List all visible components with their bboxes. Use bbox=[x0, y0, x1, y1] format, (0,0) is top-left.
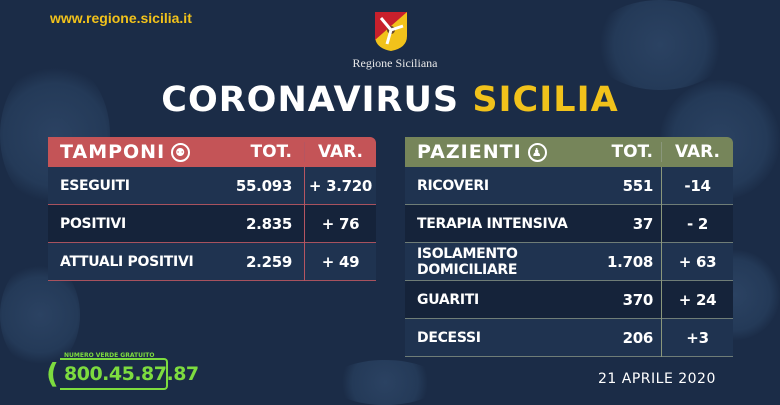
number-frame bbox=[60, 358, 168, 390]
row-label: GUARITI bbox=[417, 291, 479, 308]
virus-decoration bbox=[330, 360, 440, 405]
virus-decoration bbox=[590, 0, 730, 90]
table-row: ATTUALI POSITIVI 2.259 + 49 bbox=[48, 242, 376, 281]
table-row: POSITIVI 2.835 + 76 bbox=[48, 204, 376, 243]
tamponi-table: TAMPONI ⚉ TOT. VAR. ESEGUITI 55.093 + 3.720… bbox=[48, 137, 376, 281]
title-sicilia: SICILIA bbox=[472, 80, 619, 120]
table-row: DECESSI 206 +3 bbox=[405, 318, 733, 357]
tot-header: TOT. bbox=[611, 142, 653, 162]
row-label: ESEGUITI bbox=[60, 177, 130, 194]
table-row: ISOLAMENTO DOMICILIARE 1.708 + 63 bbox=[405, 242, 733, 281]
row-var: +3 bbox=[661, 318, 733, 357]
report-date: 21 APRILE 2020 bbox=[598, 371, 716, 387]
row-var: + 24 bbox=[661, 280, 733, 319]
pazienti-table: PAZIENTI ♟ TOT. VAR. RICOVERI 551 -14 TERAP… bbox=[405, 137, 733, 357]
var-header: VAR. bbox=[661, 142, 733, 162]
swab-icon: ⚉ bbox=[171, 142, 191, 162]
row-tot: 37 bbox=[632, 214, 654, 233]
row-var: + 49 bbox=[304, 242, 376, 281]
tot-header: TOT. bbox=[250, 142, 292, 162]
title-coronavirus: CORONAVIRUS bbox=[161, 80, 460, 120]
row-tot: 370 bbox=[622, 290, 654, 309]
row-label: DECESSI bbox=[417, 329, 481, 346]
row-tot: 2.835 bbox=[246, 214, 292, 233]
toll-free-number[interactable]: ( NUMERO VERDE GRATUITO 800.45.87.87 bbox=[46, 352, 199, 392]
row-tot: 55.093 bbox=[235, 176, 292, 195]
row-tot: 551 bbox=[622, 176, 654, 195]
sicily-coat-of-arms-logo bbox=[375, 12, 407, 51]
row-label: ISOLAMENTO DOMICILIARE bbox=[417, 245, 518, 278]
website-url[interactable]: www.regione.sicilia.it bbox=[50, 10, 192, 26]
row-var: + 76 bbox=[304, 204, 376, 243]
row-var: + 63 bbox=[661, 242, 733, 281]
phone-caption: NUMERO VERDE GRATUITO bbox=[64, 352, 155, 359]
row-label: RICOVERI bbox=[417, 177, 489, 194]
pazienti-title: PAZIENTI bbox=[417, 141, 522, 163]
row-tot: 1.708 bbox=[607, 252, 653, 271]
row-label: TERAPIA INTENSIVA bbox=[417, 215, 568, 232]
row-label: POSITIVI bbox=[60, 215, 126, 232]
row-var: + 3.720 bbox=[304, 166, 376, 205]
row-var: -14 bbox=[661, 166, 733, 205]
row-tot: 206 bbox=[622, 328, 654, 347]
table-row: TERAPIA INTENSIVA 37 - 2 bbox=[405, 204, 733, 243]
row-label: ATTUALI POSITIVI bbox=[60, 253, 194, 270]
var-header: VAR. bbox=[304, 142, 376, 162]
table-row: RICOVERI 551 -14 bbox=[405, 166, 733, 205]
tamponi-header: TAMPONI ⚉ TOT. VAR. bbox=[48, 137, 376, 167]
table-row: GUARITI 370 + 24 bbox=[405, 280, 733, 319]
pazienti-header: PAZIENTI ♟ TOT. VAR. bbox=[405, 137, 733, 167]
row-tot: 2.259 bbox=[246, 252, 292, 271]
region-name: Regione Siciliana bbox=[352, 56, 438, 70]
row-var: - 2 bbox=[661, 204, 733, 243]
phone-number: 800.45.87.87 bbox=[64, 363, 199, 385]
page-title: CORONAVIRUS SICILIA bbox=[0, 80, 780, 120]
table-row: ESEGUITI 55.093 + 3.720 bbox=[48, 166, 376, 205]
person-icon: ♟ bbox=[527, 142, 547, 162]
tamponi-title: TAMPONI bbox=[60, 141, 166, 163]
phone-icon: ( bbox=[46, 357, 59, 390]
